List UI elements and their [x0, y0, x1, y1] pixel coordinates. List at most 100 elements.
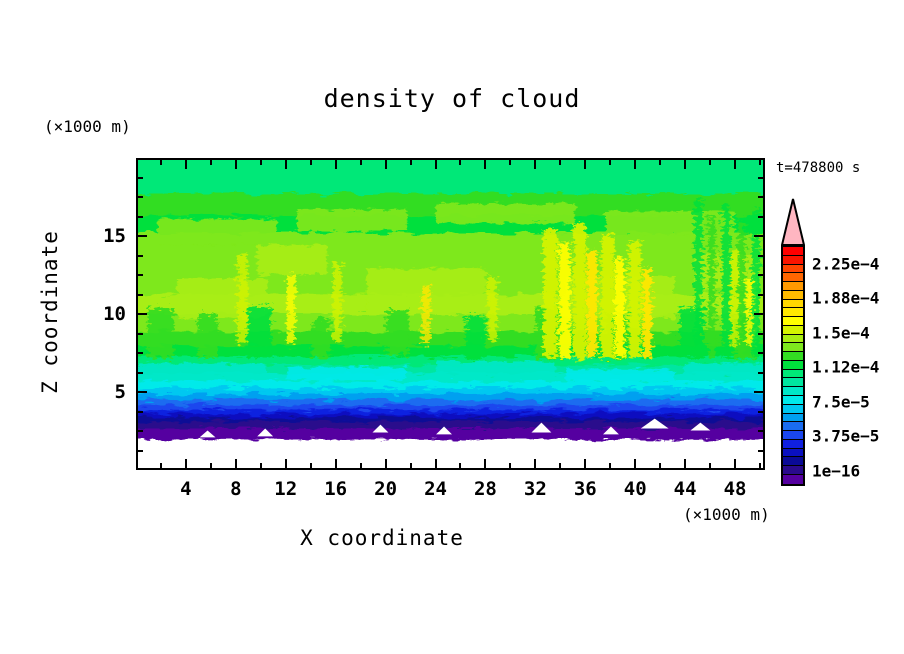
y-major-tick-right	[754, 235, 764, 237]
x-minor-tick	[459, 463, 462, 469]
chart-title: density of cloud	[323, 84, 581, 113]
colorbar-band	[783, 282, 803, 291]
x-tick-label: 48	[723, 478, 747, 500]
colorbar-band	[783, 334, 803, 344]
x-major-tick	[684, 459, 687, 469]
colorbar-band	[783, 474, 803, 484]
colorbar-over-arrow-icon	[781, 198, 805, 246]
x-tick-label: 16	[324, 478, 348, 500]
y-minor-tick-right	[758, 410, 764, 413]
x-major-tick	[484, 459, 487, 469]
colorbar-band	[783, 422, 803, 432]
colorbar-band	[783, 264, 803, 274]
x-minor-tick-top	[259, 159, 262, 165]
x-minor-tick-top	[609, 159, 612, 165]
x-tick-label: 28	[473, 478, 497, 500]
x-minor-tick	[609, 463, 612, 469]
y-axis-unit-label: (×1000 m)	[44, 117, 131, 136]
colorbar-band	[783, 255, 803, 265]
x-major-tick	[434, 459, 437, 469]
y-minor-tick-right	[758, 352, 764, 354]
y-major-tick	[137, 391, 147, 393]
x-minor-tick-top	[409, 159, 412, 165]
colorbar-bands	[781, 245, 805, 486]
x-major-tick-top	[234, 159, 237, 169]
y-tick-label: 10	[103, 303, 126, 325]
colorbar-band	[783, 299, 803, 309]
x-minor-tick	[209, 463, 212, 469]
y-minor-tick-right	[758, 254, 764, 257]
x-axis-label: X coordinate	[300, 526, 464, 550]
contour-plot-area	[136, 158, 765, 470]
colorbar-band	[783, 343, 803, 353]
colorbar-band	[783, 387, 803, 397]
colorbar-band	[783, 317, 803, 326]
x-minor-tick	[309, 463, 312, 469]
colorbar-band	[783, 396, 803, 405]
x-tick-label: 40	[623, 478, 647, 500]
colorbar-tick-label: 2.25e−4	[812, 254, 880, 274]
colorbar-tick-label: 1.88e−4	[812, 288, 880, 308]
y-minor-tick-right	[758, 196, 764, 198]
colorbar-band	[783, 448, 803, 458]
y-minor-tick	[137, 196, 143, 198]
y-minor-tick	[137, 332, 143, 335]
x-major-tick-top	[534, 159, 537, 169]
colorbar-band	[783, 290, 803, 300]
x-major-tick	[584, 459, 587, 469]
x-axis-unit-label: (×1000 m)	[683, 505, 770, 524]
colorbar-band	[783, 360, 803, 370]
colorbar-band	[783, 413, 803, 423]
colorbar-band	[783, 352, 803, 361]
colorbar-band	[783, 378, 803, 388]
y-major-tick-right	[754, 391, 764, 393]
y-minor-tick-right	[758, 430, 764, 432]
x-minor-tick	[559, 463, 562, 469]
y-minor-tick	[137, 430, 143, 432]
colorbar-tick-label: 3.75e−5	[812, 426, 880, 446]
colorbar-band	[783, 247, 803, 256]
x-minor-tick	[759, 463, 761, 469]
colorbar	[781, 198, 805, 486]
x-tick-label: 44	[673, 478, 697, 500]
y-tick-label: 5	[114, 381, 126, 403]
x-minor-tick	[359, 463, 362, 469]
x-major-tick-top	[284, 159, 287, 169]
colorbar-tick-label: 1e−16	[812, 461, 861, 480]
y-minor-tick	[137, 293, 143, 296]
colorbar-band	[783, 431, 803, 440]
x-minor-tick	[259, 463, 262, 469]
x-major-tick	[384, 459, 387, 469]
y-minor-tick	[137, 176, 143, 179]
time-annotation: t=478800 s	[776, 160, 861, 176]
y-minor-tick	[137, 215, 143, 218]
colorbar-band	[783, 308, 803, 318]
x-tick-label: 20	[374, 478, 398, 500]
x-minor-tick	[509, 463, 512, 469]
x-tick-label: 36	[573, 478, 597, 500]
y-minor-tick-right	[758, 274, 764, 276]
x-minor-tick-top	[509, 159, 512, 165]
x-minor-tick-top	[759, 159, 761, 165]
x-minor-tick	[159, 463, 162, 469]
field-svg	[138, 160, 763, 468]
x-major-tick-top	[684, 159, 687, 169]
x-major-tick	[284, 459, 287, 469]
x-major-tick	[534, 459, 537, 469]
x-minor-tick-top	[559, 159, 562, 165]
x-major-tick-top	[384, 159, 387, 169]
x-minor-tick-top	[159, 159, 162, 165]
x-major-tick	[334, 459, 337, 469]
colorbar-tick-label: 1.12e−4	[812, 357, 880, 377]
x-tick-label: 12	[274, 478, 298, 500]
x-major-tick-top	[634, 159, 637, 169]
y-minor-tick	[137, 410, 143, 413]
y-major-tick-right	[754, 313, 764, 315]
colorbar-band	[783, 273, 803, 283]
x-tick-label: 8	[230, 478, 242, 500]
colorbar-tick-label: 1.5e−4	[812, 323, 870, 343]
y-minor-tick-right	[758, 449, 764, 452]
x-tick-label: 32	[523, 478, 547, 500]
y-minor-tick-right	[758, 215, 764, 218]
